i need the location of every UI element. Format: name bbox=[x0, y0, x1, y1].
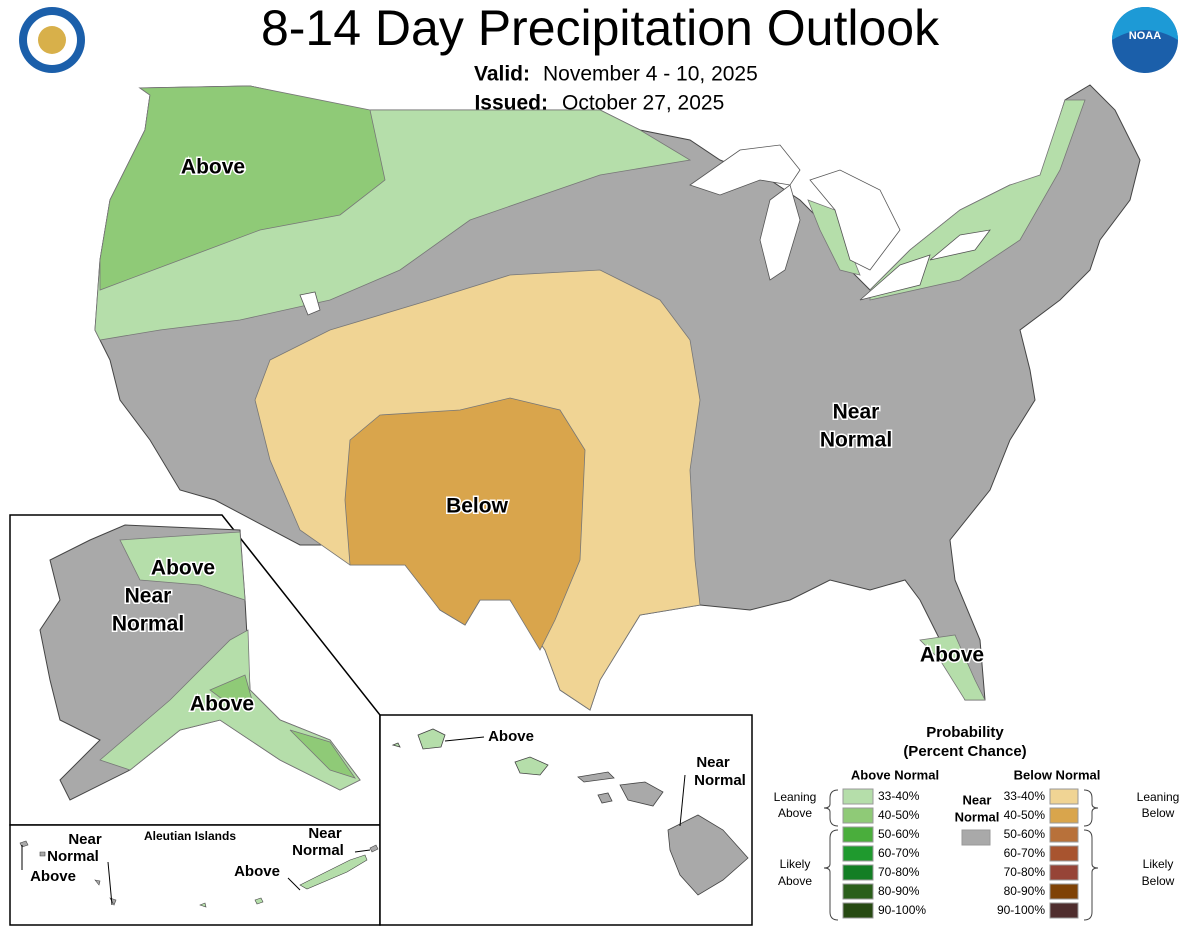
legend-swatch bbox=[1049, 883, 1079, 900]
region-label: Above bbox=[151, 557, 215, 580]
legend-title: Probability bbox=[926, 724, 1004, 741]
legend-bin-label: 90-100% bbox=[997, 903, 1045, 917]
legend-bin-label: 60-70% bbox=[1004, 846, 1046, 860]
legend-heading: Above Normal bbox=[851, 767, 939, 782]
legend-bin-label: 40-50% bbox=[1004, 808, 1046, 822]
region-label: Near bbox=[68, 831, 102, 848]
inset-title: Aleutian Islands bbox=[144, 829, 236, 843]
legend-group: Below bbox=[1142, 806, 1175, 820]
region-label: Normal bbox=[820, 429, 892, 452]
region-label: Above bbox=[30, 868, 76, 885]
legend-group: Above bbox=[778, 806, 812, 820]
legend: Probability (Percent Chance) Above Norma… bbox=[774, 724, 1180, 921]
region-label: Normal bbox=[292, 842, 344, 859]
region-label: Normal bbox=[112, 613, 184, 636]
region-label: Above bbox=[234, 863, 280, 880]
legend-swatch bbox=[842, 902, 874, 919]
legend-bin-label: 60-70% bbox=[878, 846, 920, 860]
commerce-seal bbox=[19, 7, 85, 73]
issued-date: October 27, 2025 bbox=[562, 92, 724, 115]
hawaii-inset: Above Near Normal bbox=[379, 714, 753, 926]
legend-swatch bbox=[842, 788, 874, 805]
legend-swatch bbox=[842, 826, 874, 843]
region-label: Near bbox=[125, 585, 172, 608]
legend-bin-label: 40-50% bbox=[878, 808, 920, 822]
legend-group: Leaning bbox=[774, 790, 817, 804]
legend-title: (Percent Chance) bbox=[903, 743, 1026, 760]
legend-swatch bbox=[842, 864, 874, 881]
region-label: Below bbox=[446, 495, 509, 518]
legend-swatch bbox=[961, 829, 991, 846]
legend-near: Normal bbox=[955, 809, 1000, 824]
legend-swatch bbox=[1049, 845, 1079, 862]
legend-group: Below bbox=[1142, 874, 1175, 888]
legend-bin-label: 33-40% bbox=[878, 789, 920, 803]
legend-bin-label: 70-80% bbox=[878, 865, 920, 879]
legend-group: Above bbox=[778, 874, 812, 888]
legend-group: Leaning bbox=[1137, 790, 1180, 804]
legend-bin-label: 33-40% bbox=[1004, 789, 1046, 803]
legend-bin-label: 50-60% bbox=[878, 827, 920, 841]
region-label: Above bbox=[181, 156, 245, 179]
region-label: Near bbox=[833, 401, 880, 424]
region-label: Normal bbox=[47, 848, 99, 865]
noaa-logo: NOAA bbox=[1112, 7, 1178, 73]
region-label: Near bbox=[696, 754, 730, 771]
region-label: Near bbox=[308, 825, 342, 842]
legend-heading: Below Normal bbox=[1014, 767, 1101, 782]
legend-bin-label: 70-80% bbox=[1004, 865, 1046, 879]
legend-swatch bbox=[1049, 902, 1079, 919]
legend-bin-label: 80-90% bbox=[878, 884, 920, 898]
legend-bin-label: 90-100% bbox=[878, 903, 926, 917]
region-label: Above bbox=[920, 644, 984, 667]
valid-label: Valid: bbox=[474, 63, 530, 86]
issued-label: Issued: bbox=[474, 92, 548, 115]
legend-swatch bbox=[1049, 826, 1079, 843]
title: 8-14 Day Precipitation Outlook bbox=[261, 0, 940, 56]
legend-swatch bbox=[1049, 807, 1079, 824]
legend-swatch bbox=[842, 883, 874, 900]
legend-bin-label: 80-90% bbox=[1004, 884, 1046, 898]
alaska-inset: Above Near Normal Above bbox=[9, 514, 381, 826]
legend-swatch bbox=[842, 807, 874, 824]
region-label: Above bbox=[190, 693, 254, 716]
region-label: Normal bbox=[694, 772, 746, 789]
legend-swatch bbox=[1049, 788, 1079, 805]
region-label: Above bbox=[488, 728, 534, 745]
logo-text: NOAA bbox=[1129, 30, 1161, 42]
legend-group: Likely bbox=[780, 857, 811, 871]
valid-dates: November 4 - 10, 2025 bbox=[543, 63, 758, 86]
legend-bin-label: 50-60% bbox=[1004, 827, 1046, 841]
legend-near: Near bbox=[963, 792, 992, 807]
conus bbox=[94, 84, 1141, 711]
conus-labels: Above Near Normal Below Above bbox=[179, 154, 985, 668]
legend-swatch bbox=[842, 845, 874, 862]
aleutians-inset: Aleutian Islands Near Normal Above Near … bbox=[9, 824, 381, 926]
legend-swatch bbox=[1049, 864, 1079, 881]
legend-group: Likely bbox=[1143, 857, 1174, 871]
